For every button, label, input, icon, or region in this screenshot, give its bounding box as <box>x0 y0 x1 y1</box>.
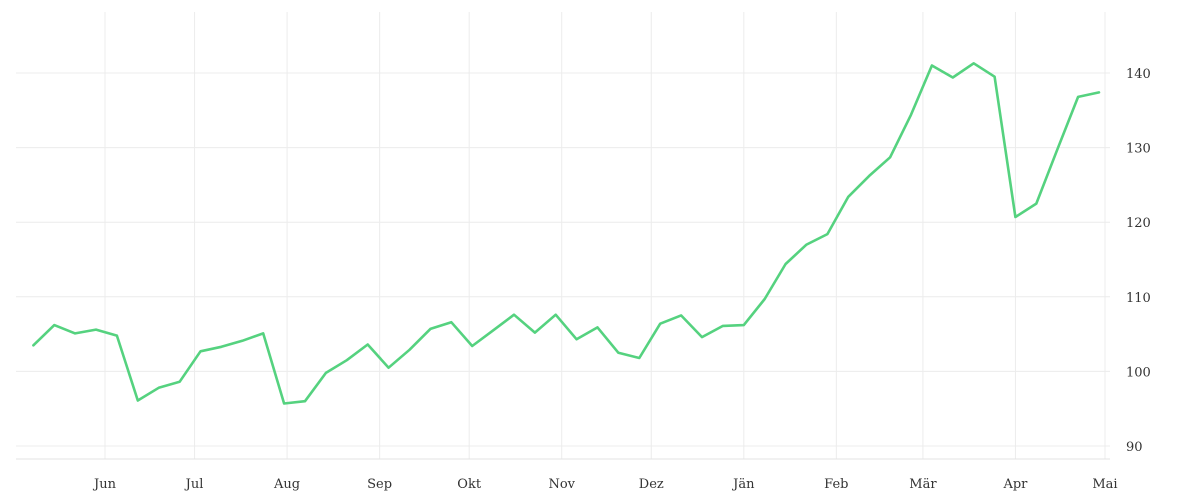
data-point <box>302 398 308 404</box>
data-point <box>365 342 371 348</box>
data-point <box>929 63 935 69</box>
x-tick-label: Aug <box>273 477 300 492</box>
data-point <box>595 324 601 330</box>
y-tick-label: 140 <box>1126 67 1151 82</box>
data-point <box>260 330 266 336</box>
x-tick-label: Okt <box>457 477 482 492</box>
data-point <box>344 357 350 363</box>
data-point <box>887 154 893 160</box>
x-tick-label: Sep <box>367 477 392 492</box>
data-point <box>762 296 768 302</box>
series-line <box>32 61 1101 405</box>
y-tick-label: 100 <box>1126 365 1151 380</box>
series-group <box>30 60 1102 407</box>
x-tick-label: Mai <box>1092 477 1117 492</box>
data-point <box>30 342 36 348</box>
x-tick-label: Mär <box>909 477 937 492</box>
data-point <box>553 312 559 318</box>
x-tick-label: Feb <box>824 477 848 492</box>
data-point <box>93 327 99 333</box>
data-point <box>532 330 538 336</box>
y-tick-label: 130 <box>1126 142 1151 157</box>
data-point <box>636 355 642 361</box>
data-point <box>741 322 747 328</box>
x-tick-label: Jul <box>184 477 204 492</box>
data-point <box>1012 214 1018 220</box>
data-point <box>1096 89 1102 95</box>
y-tick-label: 90 <box>1126 440 1143 455</box>
data-point <box>615 350 621 356</box>
data-point <box>218 344 224 350</box>
y-tick-label: 120 <box>1126 216 1151 231</box>
data-point <box>72 330 78 336</box>
data-point <box>114 333 120 339</box>
data-point <box>427 326 433 332</box>
data-point <box>177 379 183 385</box>
data-point <box>908 112 914 118</box>
x-tick-label: Apr <box>1002 477 1028 492</box>
x-tick-label: Jän <box>731 477 755 492</box>
x-tick-label: Nov <box>548 477 575 492</box>
data-point <box>448 319 454 325</box>
data-point <box>720 323 726 329</box>
data-point <box>469 343 475 349</box>
horizontal-grid <box>16 72 1110 447</box>
x-tick-label: Dez <box>639 477 664 492</box>
x-tick-label: Jun <box>92 477 117 492</box>
data-point <box>511 312 517 318</box>
data-point <box>1075 94 1081 100</box>
data-point <box>1033 201 1039 207</box>
y-tick-label: 110 <box>1126 291 1151 306</box>
x-axis-ticks: Jun Jul Aug Sep Okt Nov Dez Jän Feb Mär Apr Mai <box>92 477 1118 492</box>
data-point <box>971 60 977 66</box>
data-point <box>845 194 851 200</box>
data-point <box>992 74 998 80</box>
data-point <box>135 398 141 404</box>
y-axis-ticks: 90 100 110 120 130 140 <box>1126 67 1151 455</box>
data-point <box>490 327 496 333</box>
data-point <box>407 347 413 353</box>
data-point <box>198 348 204 354</box>
data-point <box>1054 147 1060 153</box>
data-point <box>239 338 245 344</box>
data-point <box>51 322 57 328</box>
data-point <box>657 321 663 327</box>
data-point <box>323 370 329 376</box>
data-point <box>281 401 287 407</box>
data-point <box>950 75 956 81</box>
data-point <box>699 334 705 340</box>
data-point <box>386 365 392 371</box>
data-point <box>783 261 789 267</box>
vertical-grid <box>104 12 1106 459</box>
data-point <box>156 385 162 391</box>
data-point <box>574 336 580 342</box>
data-point <box>866 173 872 179</box>
data-point <box>678 312 684 318</box>
data-point <box>824 231 830 237</box>
data-point <box>804 242 810 248</box>
